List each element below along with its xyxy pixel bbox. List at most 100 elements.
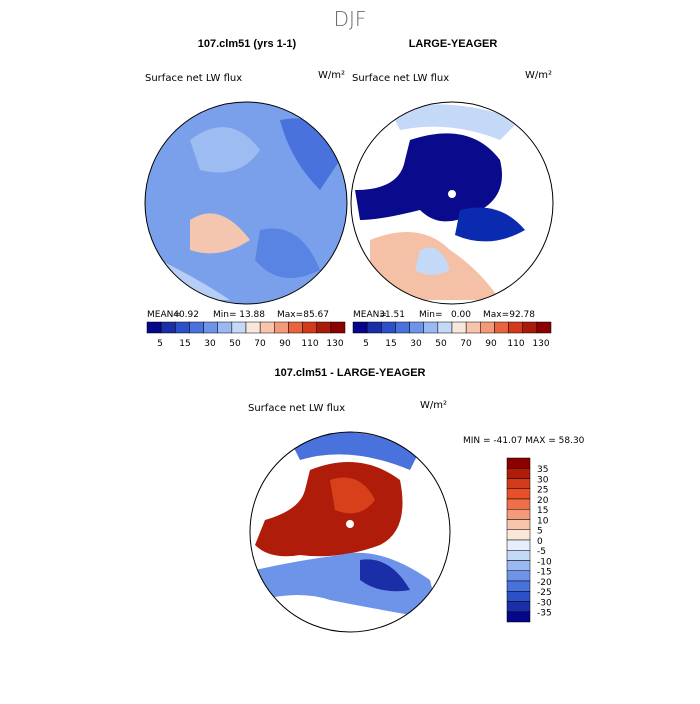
colorbar-label: -10: [537, 557, 552, 567]
figure-title: DJF: [334, 7, 367, 31]
colorbar-box: [259, 321, 275, 334]
map-border: [144, 101, 348, 305]
colorbar-label: 130: [326, 339, 343, 349]
colorbar-label: 30: [204, 339, 216, 349]
colorbar-box: [506, 488, 531, 500]
colorbar-label: 5: [363, 339, 369, 349]
panel-title: 107.clm51 - LARGE-YEAGER: [275, 367, 426, 379]
colorbar-label: 30: [537, 475, 549, 485]
colorbar-label: 10: [537, 516, 549, 526]
stat-value: 0.00: [451, 310, 471, 320]
colorbar-box: [506, 550, 531, 561]
colorbar-box: [409, 321, 424, 334]
stat-label: MEAN=: [353, 310, 387, 320]
colorbar-label: -25: [537, 588, 552, 598]
map: [145, 102, 347, 304]
colorbar-label: 35: [537, 465, 548, 475]
colorbar-box: [288, 321, 303, 334]
colorbar-label: 110: [507, 339, 524, 349]
stats: MIN = -41.07 MAX = 58.30: [463, 436, 585, 446]
colorbar-box: [506, 539, 531, 551]
colorbar-label: 5: [537, 527, 543, 537]
stat-label: Min=: [419, 310, 443, 320]
colorbar-box: [506, 560, 531, 571]
colorbar-label: -15: [537, 568, 552, 578]
colorbar-box: [217, 321, 233, 334]
colorbar-box: [437, 321, 453, 334]
colorbar-box: [302, 321, 317, 334]
colorbar-box: [494, 321, 509, 334]
colorbar-box: [352, 321, 368, 334]
variable-label: Surface net LW flux: [352, 73, 449, 84]
map-border: [249, 431, 451, 633]
colorbar-label: 30: [410, 339, 422, 349]
colorbar-box: [522, 321, 538, 334]
stat-value: 40.92: [173, 310, 199, 320]
colorbar-box: [506, 611, 531, 623]
colorbar-label: 0: [537, 537, 543, 547]
colorbar-box: [506, 519, 531, 530]
colorbar-box: [189, 321, 204, 334]
colorbar-box: [203, 321, 218, 334]
colorbar-label: 15: [179, 339, 190, 349]
colorbar-label: 90: [485, 339, 497, 349]
colorbar-box: [506, 580, 531, 592]
colorbar-label: 15: [385, 339, 396, 349]
panel-title: LARGE-YEAGER: [409, 38, 498, 50]
colorbar-box: [506, 509, 531, 520]
variable-label: Surface net LW flux: [145, 73, 242, 84]
colorbar-label: 50: [229, 339, 241, 349]
colorbar-label: -5: [537, 547, 546, 557]
panel-title: 107.clm51 (yrs 1-1): [198, 38, 297, 50]
colorbar-label: 70: [254, 339, 266, 349]
colorbar-box: [316, 321, 332, 334]
colorbar-label: -35: [537, 609, 552, 619]
colorbar-box: [366, 321, 382, 334]
colorbar-box: [160, 321, 176, 334]
colorbar-box: [423, 321, 439, 334]
units-label: W/m²: [525, 70, 552, 81]
colorbar: 5 15 30 50 70 90 110 130 5 15 30 50 70 90 110 130: [146, 321, 552, 349]
units-label: W/m²: [420, 400, 447, 411]
stat-label: Max=: [277, 310, 303, 320]
map: [250, 432, 450, 632]
colorbar-box: [506, 601, 531, 612]
colorbar-label: 15: [537, 506, 548, 516]
stat-value: 31.51: [379, 310, 405, 320]
colorbar-box: [381, 321, 396, 334]
stats: MEAN=40.92 Min= 13.88 Max= 85.67 MEAN=31.51 Mi…: [147, 310, 535, 320]
colorbar-label: -20: [537, 578, 552, 588]
colorbar-label: 50: [435, 339, 447, 349]
colorbar-box: [480, 321, 495, 334]
units-label: W/m²: [318, 70, 345, 81]
stat-value: 13.88: [239, 310, 265, 320]
colorbar-box: [506, 478, 531, 489]
colorbar-box: [536, 321, 552, 334]
colorbar-box: [245, 321, 261, 334]
colorbar-box: [175, 321, 190, 334]
colorbar-label: 25: [537, 486, 548, 496]
map: [351, 102, 553, 304]
stat-label: Max=: [483, 310, 509, 320]
stat-value: 92.78: [509, 310, 535, 320]
colorbar-label: 110: [301, 339, 318, 349]
colorbar-label: 130: [532, 339, 549, 349]
colorbar-box: [330, 321, 346, 334]
colorbar-box: [506, 457, 531, 469]
colorbar-box: [451, 321, 467, 334]
colorbar-box: [506, 468, 531, 479]
colorbar-label: 20: [537, 496, 549, 506]
colorbar-label: 5: [157, 339, 163, 349]
stat-label: Min=: [213, 310, 237, 320]
colorbar-label: -30: [537, 598, 552, 608]
colorbar-box: [146, 321, 162, 334]
variable-label: Surface net LW flux: [248, 403, 345, 414]
colorbar-label: 90: [279, 339, 291, 349]
colorbar-box: [506, 529, 531, 541]
colorbar-box: [395, 321, 410, 334]
colorbar-box: [506, 591, 531, 602]
stat-value: 85.67: [303, 310, 329, 320]
map-border: [350, 101, 554, 305]
